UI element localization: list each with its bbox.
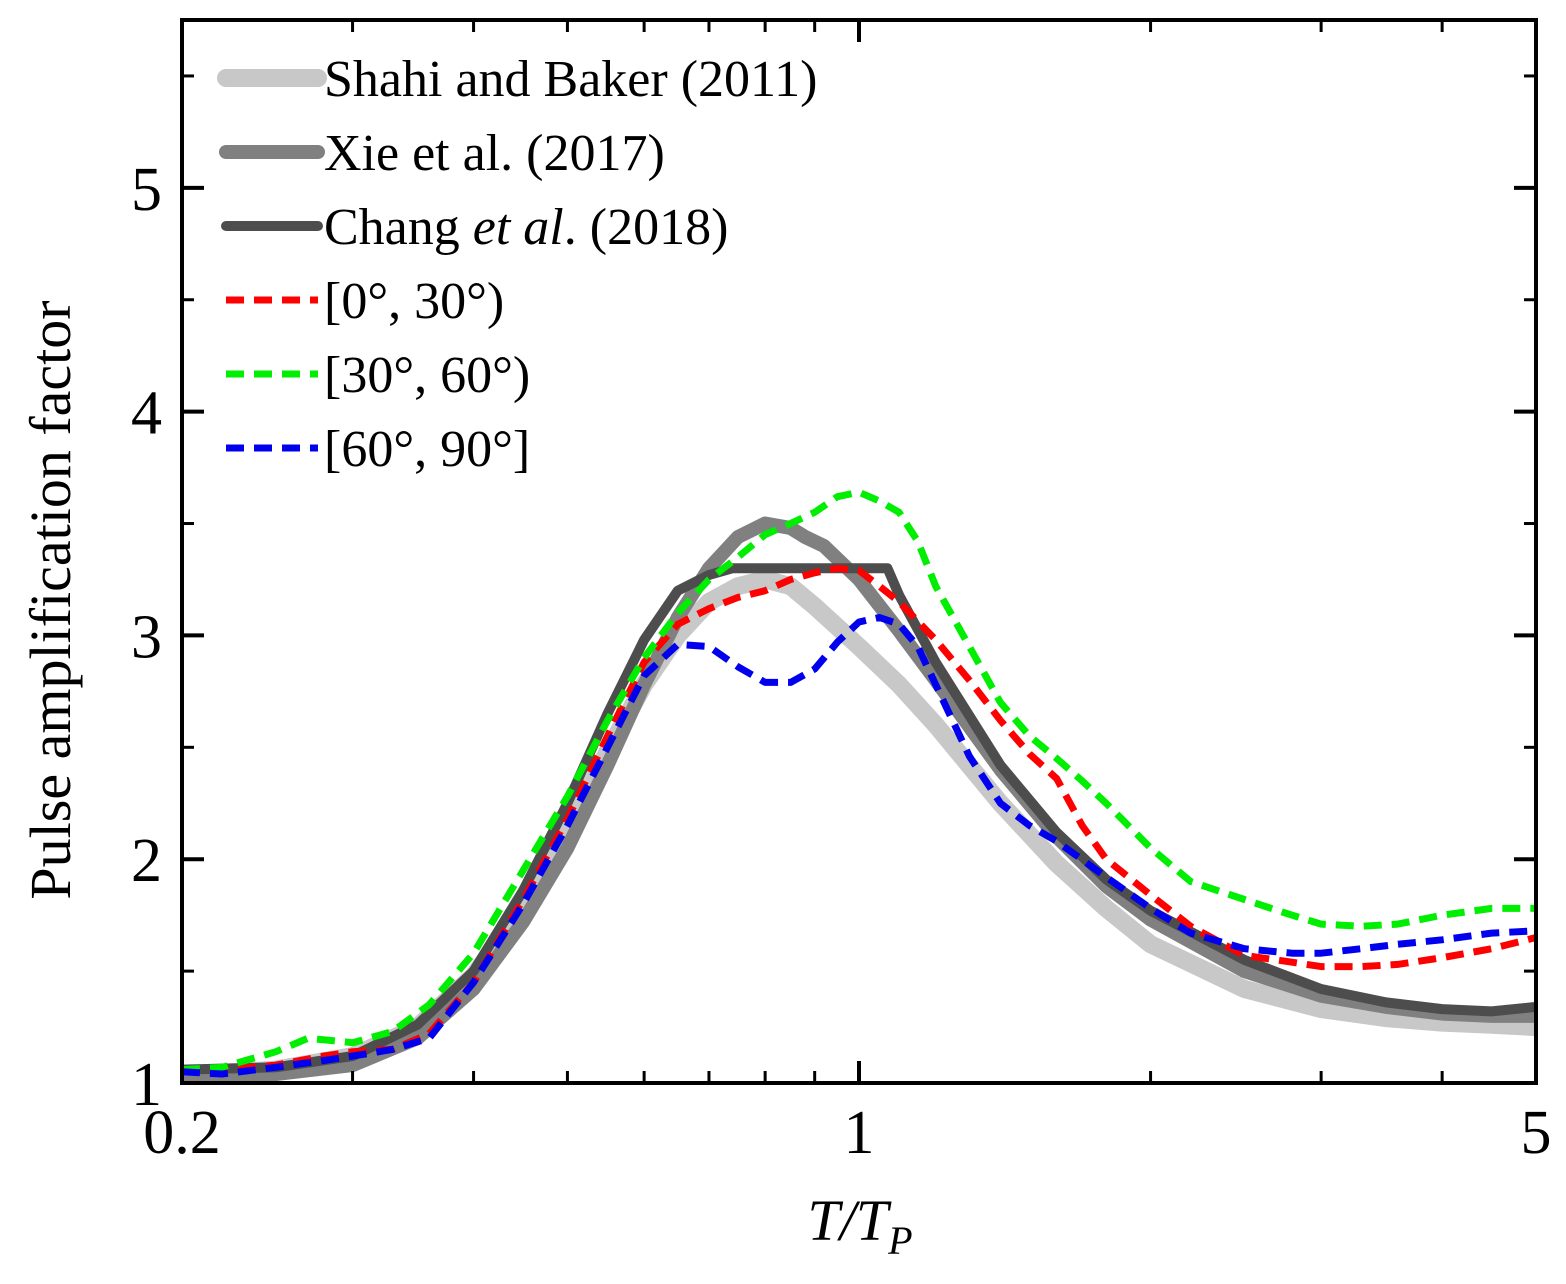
series-line-6 [182,614,1536,1078]
series-line-5 [182,488,1536,1074]
series-layer [182,488,1536,1083]
x-tick-label: 5 [1521,1099,1552,1167]
x-axis-title: T/TP [807,1188,912,1263]
series-line-4 [182,564,1536,1076]
y-tick-label: 5 [131,156,162,224]
series-line-3 [182,563,1536,1075]
y-tick-label: 4 [131,380,162,448]
legend-label-3: Chang et al. (2018) [324,199,728,256]
x-tick-label: 1 [844,1099,875,1167]
legend-label-5: [30°, 60°) [324,347,530,404]
legend-label-6: [60°, 90°] [324,421,530,478]
y-tick-label: 3 [131,603,162,671]
legend-label-2: Xie et al. (2017) [324,125,665,182]
x-axis-title-main: T/T [807,1188,891,1253]
legend-label-1: Shahi and Baker (2011) [324,51,817,108]
legend: Shahi and Baker (2011) Xie et al. (2017) C… [217,51,817,478]
x-tick-label: 0.2 [143,1099,221,1167]
legend-label-4: [0°, 30°) [324,273,504,330]
x-axis-title-subscript: P [887,1218,912,1263]
series-line-2 [182,516,1536,1083]
y-tick-label: 1 [131,1051,162,1119]
y-tick-label: 2 [131,827,162,895]
y-axis-title: Pulse amplification factor [18,300,83,899]
